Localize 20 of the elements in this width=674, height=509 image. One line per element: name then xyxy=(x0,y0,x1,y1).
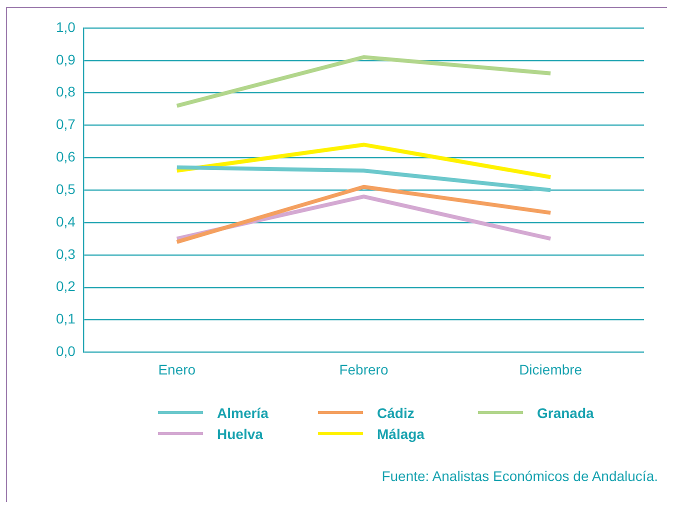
x-tick-label: Febrero xyxy=(339,361,388,378)
x-tick-label: Diciembre xyxy=(519,361,582,378)
legend-label: Huelva xyxy=(217,426,263,442)
legend-label: Almería xyxy=(217,404,268,420)
y-tick-label: 0,1 xyxy=(56,310,76,327)
legend-label: Granada xyxy=(537,404,594,420)
y-tick-label: 0,8 xyxy=(56,84,76,100)
legend-label: Málaga xyxy=(377,426,424,442)
y-tick-label: 0,9 xyxy=(56,51,76,68)
y-tick-label: 0,6 xyxy=(56,148,76,165)
y-tick-label: 0,2 xyxy=(56,278,76,294)
y-tick-label: 0,4 xyxy=(56,213,76,230)
y-tick-label: 0,7 xyxy=(56,116,76,132)
y-tick-label: 0,5 xyxy=(56,180,76,197)
x-tick-label: Enero xyxy=(158,361,196,378)
legend-label: Cádiz xyxy=(377,404,414,420)
y-tick-label: 0,3 xyxy=(56,246,76,262)
y-tick-label: 1,0 xyxy=(56,18,76,35)
y-tick-label: 0,0 xyxy=(56,343,76,360)
source-note: Fuente: Analistas Económicos de Andalucía. xyxy=(382,468,658,484)
